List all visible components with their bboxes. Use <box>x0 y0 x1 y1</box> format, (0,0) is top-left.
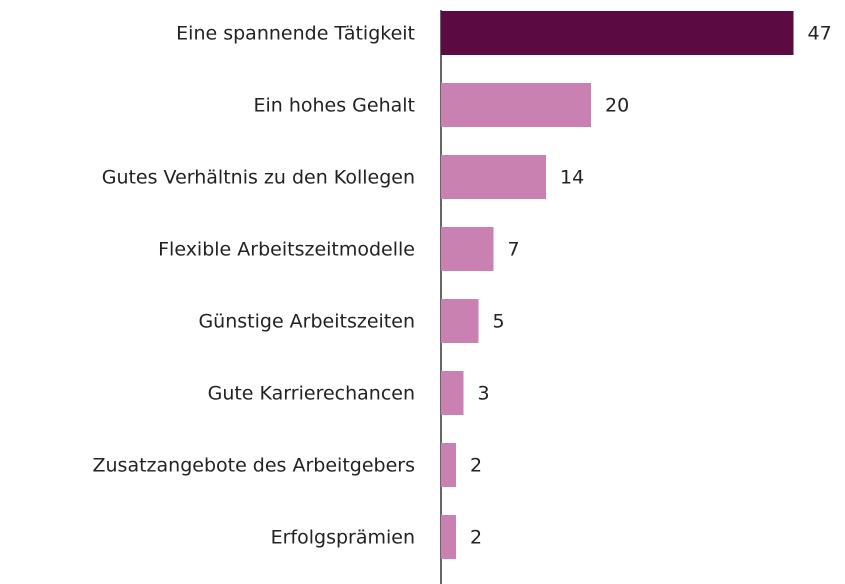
bar <box>441 227 494 271</box>
bar <box>441 515 456 559</box>
bar <box>441 83 591 127</box>
value-label: 2 <box>470 527 482 549</box>
value-label: 3 <box>478 383 490 405</box>
value-label: 5 <box>493 311 505 333</box>
bar <box>441 443 456 487</box>
category-label: Erfolgsprämien <box>271 527 415 549</box>
category-label: Günstige Arbeitszeiten <box>198 311 415 333</box>
value-label: 47 <box>808 23 832 45</box>
bar <box>441 155 546 199</box>
value-label: 20 <box>605 95 629 117</box>
value-label: 2 <box>470 455 482 477</box>
bar <box>441 371 464 415</box>
category-label: Ein hohes Gehalt <box>253 95 415 117</box>
value-label: 14 <box>560 167 584 189</box>
category-label: Gutes Verhältnis zu den Kollegen <box>102 167 415 189</box>
category-label: Zusatzangebote des Arbeitgebers <box>92 455 415 477</box>
bar <box>441 11 794 55</box>
category-label: Gute Karrierechancen <box>208 383 415 405</box>
category-label: Flexible Arbeitszeitmodelle <box>158 239 415 261</box>
value-label: 7 <box>508 239 520 261</box>
category-label: Eine spannende Tätigkeit <box>176 23 415 45</box>
bar <box>441 299 479 343</box>
